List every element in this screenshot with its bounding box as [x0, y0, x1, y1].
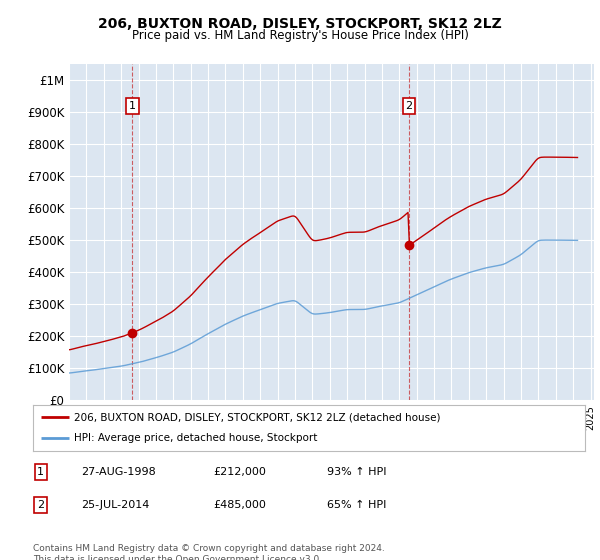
Text: £212,000: £212,000 — [213, 467, 266, 477]
Text: Contains HM Land Registry data © Crown copyright and database right 2024.
This d: Contains HM Land Registry data © Crown c… — [33, 544, 385, 560]
Text: 65% ↑ HPI: 65% ↑ HPI — [327, 500, 386, 510]
Text: 93% ↑ HPI: 93% ↑ HPI — [327, 467, 386, 477]
Text: 25-JUL-2014: 25-JUL-2014 — [81, 500, 149, 510]
Text: 206, BUXTON ROAD, DISLEY, STOCKPORT, SK12 2LZ: 206, BUXTON ROAD, DISLEY, STOCKPORT, SK1… — [98, 17, 502, 31]
Text: 2: 2 — [37, 500, 44, 510]
Text: 27-AUG-1998: 27-AUG-1998 — [81, 467, 156, 477]
Text: 2: 2 — [406, 101, 413, 111]
Text: HPI: Average price, detached house, Stockport: HPI: Average price, detached house, Stoc… — [74, 433, 318, 444]
Text: 1: 1 — [37, 467, 44, 477]
Text: 1: 1 — [129, 101, 136, 111]
Text: 206, BUXTON ROAD, DISLEY, STOCKPORT, SK12 2LZ (detached house): 206, BUXTON ROAD, DISLEY, STOCKPORT, SK1… — [74, 412, 441, 422]
Text: £485,000: £485,000 — [213, 500, 266, 510]
Text: Price paid vs. HM Land Registry's House Price Index (HPI): Price paid vs. HM Land Registry's House … — [131, 29, 469, 42]
